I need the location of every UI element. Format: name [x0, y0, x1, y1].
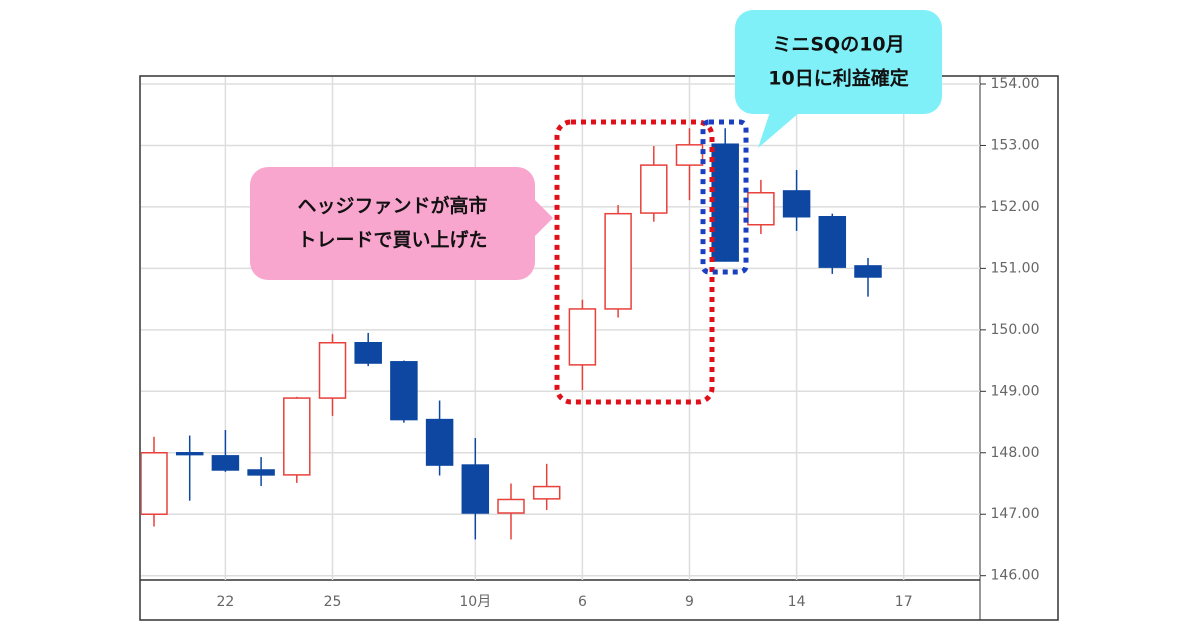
y-tick-label: 150.00	[991, 322, 1040, 338]
callout-text: ヘッジファンドが高市	[297, 194, 487, 217]
callout-tail	[758, 112, 800, 148]
candle-body	[640, 164, 668, 214]
highlight-box	[554, 119, 715, 405]
candle-body	[497, 498, 525, 514]
callout-text: トレードで買い上げた	[297, 229, 487, 251]
x-tick-label: 14	[788, 594, 806, 610]
callout: ミニSQの10月 10日に利益確定	[735, 10, 942, 148]
candle-body	[604, 212, 632, 310]
y-tick-label: 152.00	[991, 199, 1040, 215]
y-tick-label: 148.00	[991, 445, 1040, 461]
candle-body	[532, 485, 561, 500]
highlight-box	[700, 119, 749, 275]
candle-body	[247, 469, 275, 476]
callout-box	[735, 10, 942, 114]
candle-body	[425, 418, 454, 466]
x-tick-label: 25	[324, 594, 342, 610]
candle-body	[175, 452, 204, 456]
y-tick-label: 149.00	[991, 383, 1040, 399]
y-tick-label: 153.00	[991, 137, 1040, 153]
candle-body	[318, 342, 347, 399]
y-tick-label: 154.00	[991, 76, 1040, 92]
callout-text: ミニSQの10月	[772, 34, 904, 56]
x-tick-label: 22	[216, 594, 234, 610]
candle-body	[354, 342, 382, 364]
candle-body	[675, 144, 704, 166]
candle-body	[818, 216, 847, 268]
x-tick-label: 17	[895, 594, 913, 610]
candle-body	[211, 455, 240, 471]
candle-body	[283, 397, 311, 476]
y-tick-label: 147.00	[991, 506, 1040, 522]
callout-tail	[535, 200, 553, 236]
candle-body	[461, 464, 490, 514]
chart-frame	[139, 75, 1059, 621]
candle-body	[711, 143, 739, 262]
candle-body	[141, 452, 168, 515]
candle-body	[854, 265, 882, 278]
y-tick-label: 146.00	[991, 568, 1040, 584]
y-tick-label: 151.00	[991, 260, 1040, 276]
candle-body	[390, 361, 418, 421]
x-tick-label: 9	[685, 594, 694, 610]
candle-body	[747, 192, 775, 226]
x-tick-label: 10月	[459, 594, 491, 610]
x-tick-label: 6	[578, 594, 587, 610]
callout-box	[250, 167, 535, 280]
candle-body	[568, 308, 597, 366]
candle-body	[782, 190, 811, 218]
callout-text: 10日に利益確定	[768, 67, 908, 90]
